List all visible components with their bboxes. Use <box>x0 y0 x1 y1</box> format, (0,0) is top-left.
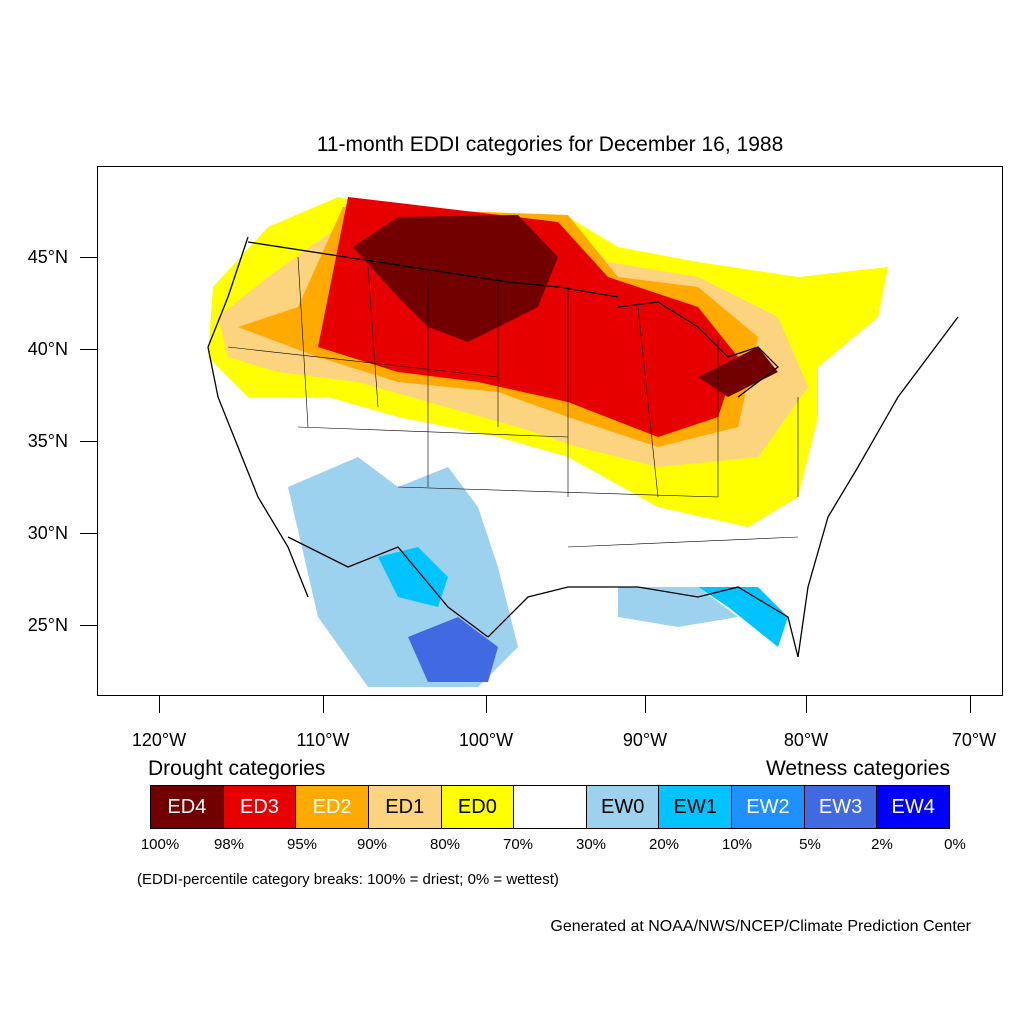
lat-label-30: 30°N <box>27 523 68 543</box>
coastline-east <box>797 316 959 658</box>
map-title: 11-month EDDI categories for December 16… <box>316 133 784 156</box>
region-ew3-mexico <box>408 617 498 682</box>
swatch-ed0: ED0 <box>441 786 515 828</box>
state-lines-1 <box>297 256 799 498</box>
swatch-ed1: ED1 <box>368 786 442 828</box>
break-label: 10% <box>721 836 753 853</box>
break-label: 5% <box>799 836 821 853</box>
lon-label-120: 120°W <box>131 730 187 750</box>
lon-tick <box>486 696 487 713</box>
lat-tick <box>80 349 97 350</box>
state-lines-2 <box>227 346 799 548</box>
lat-tick <box>80 441 97 442</box>
lon-label-90: 90°W <box>622 730 668 750</box>
lon-tick <box>645 696 646 713</box>
lon-label-100: 100°W <box>458 730 514 750</box>
region-ed4 <box>353 215 558 342</box>
lat-label-40: 40°N <box>27 339 68 359</box>
swatch-ew4: EW4 <box>877 786 950 828</box>
category-note: (EDDI-percentile category breaks: 100% =… <box>137 871 559 888</box>
lon-tick <box>159 696 160 713</box>
wetness-legend-title: Wetness categories <box>765 757 950 780</box>
break-label: 30% <box>575 836 607 853</box>
credit-text: Generated at NOAA/NWS/NCEP/Climate Predi… <box>550 918 971 935</box>
drought-legend-title: Drought categories <box>148 757 326 780</box>
region-ew0-gulf <box>618 587 738 627</box>
lat-label-25: 25°N <box>27 615 68 635</box>
region-ew1-florida <box>698 587 788 647</box>
great-lakes <box>617 301 779 398</box>
break-label: 80% <box>429 836 461 853</box>
break-label: 70% <box>502 836 534 853</box>
border-mexico <box>287 536 489 638</box>
swatch-neutral <box>514 786 587 828</box>
map-panel <box>97 166 1003 696</box>
swatch-ew1: EW1 <box>659 786 733 828</box>
lat-tick <box>80 625 97 626</box>
lon-tick <box>970 696 971 713</box>
lat-tick <box>80 533 97 534</box>
swatch-ed4: ED4 <box>151 786 224 828</box>
break-label: 98% <box>213 836 245 853</box>
lon-label-70: 70°W <box>951 730 997 750</box>
region-ew1-southwest <box>378 547 448 607</box>
lon-tick <box>323 696 324 713</box>
coastline-west <box>207 236 309 598</box>
swatch-ed3: ED3 <box>223 786 297 828</box>
lon-label-110: 110°W <box>296 730 350 750</box>
lon-tick <box>806 696 807 713</box>
break-label: 20% <box>648 836 680 853</box>
break-label: 0% <box>944 836 966 853</box>
legend-color-bar: ED4 ED3 ED2 ED1 ED0 EW0 EW1 EW2 EW3 EW4 <box>150 785 950 829</box>
break-label: 100% <box>140 836 180 853</box>
border-canada <box>247 241 619 298</box>
eddi-map <box>198 197 959 687</box>
swatch-ed2: ED2 <box>296 786 369 828</box>
lat-tick <box>80 257 97 258</box>
swatch-ew2: EW2 <box>732 786 805 828</box>
break-label: 95% <box>286 836 318 853</box>
lon-label-80: 80°W <box>783 730 829 750</box>
swatch-ew0: EW0 <box>586 786 660 828</box>
lat-label-45: 45°N <box>27 247 68 267</box>
break-label: 90% <box>356 836 388 853</box>
coastline-gulf <box>487 586 799 658</box>
swatch-ew3: EW3 <box>804 786 878 828</box>
break-label: 2% <box>871 836 893 853</box>
lat-label-35: 35°N <box>27 431 68 451</box>
